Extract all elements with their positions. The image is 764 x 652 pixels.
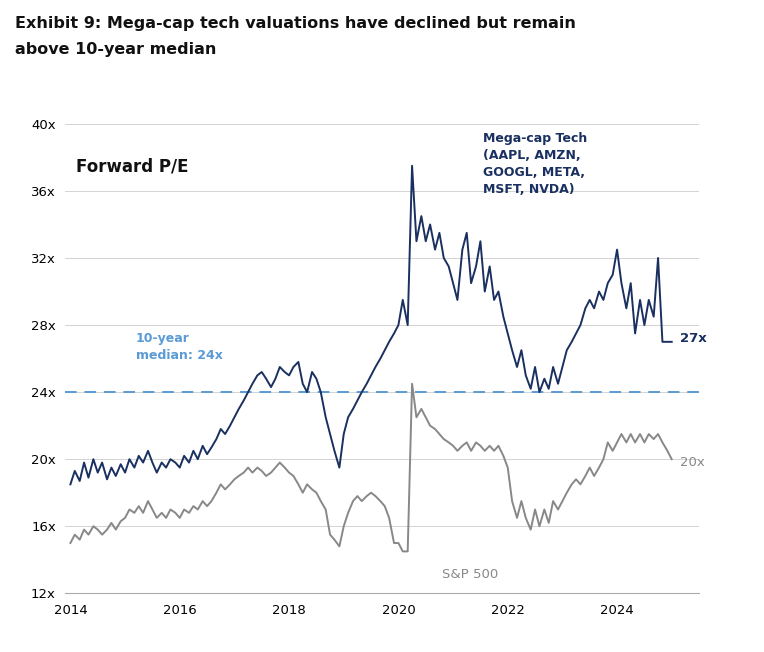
Text: Forward P/E: Forward P/E [76, 157, 189, 175]
Text: Exhibit 9: Mega-cap tech valuations have declined but remain: Exhibit 9: Mega-cap tech valuations have… [15, 16, 576, 31]
Text: Mega-cap Tech
(AAPL, AMZN,
GOOGL, META,
MSFT, NVDA): Mega-cap Tech (AAPL, AMZN, GOOGL, META, … [483, 132, 588, 196]
Text: above 10-year median: above 10-year median [15, 42, 217, 57]
Text: 10-year
median: 24x: 10-year median: 24x [136, 332, 223, 362]
Text: 20x: 20x [680, 456, 704, 469]
Text: S&P 500: S&P 500 [442, 568, 498, 581]
Text: 27x: 27x [680, 332, 707, 345]
